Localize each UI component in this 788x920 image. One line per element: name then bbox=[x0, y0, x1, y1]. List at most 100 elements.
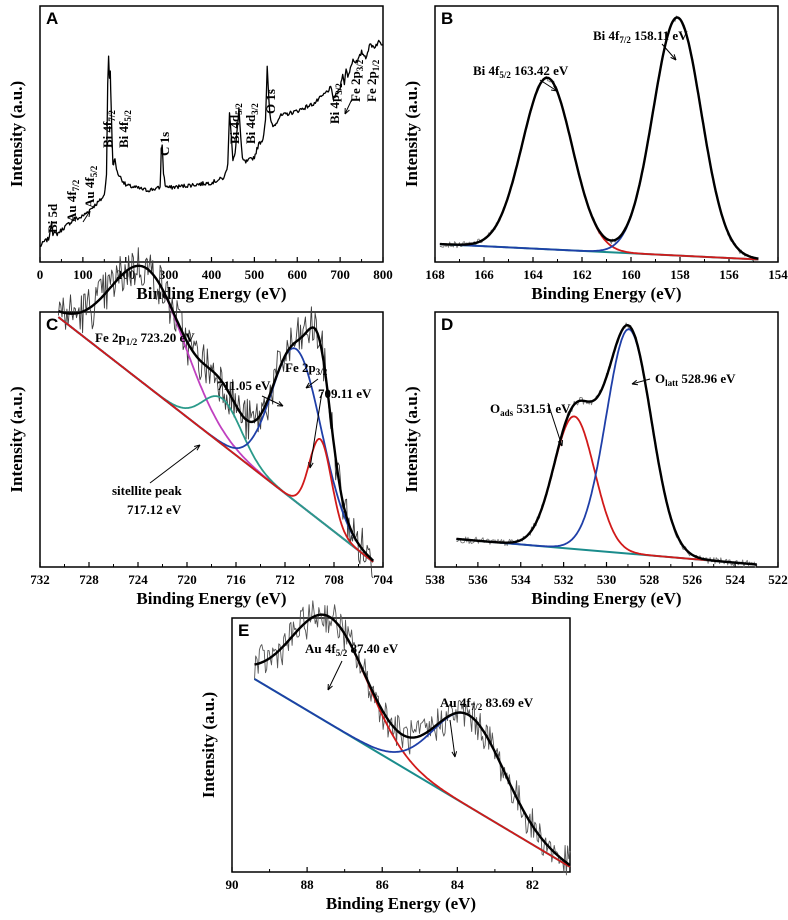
x-tick-label: 158 bbox=[670, 267, 690, 282]
x-axis-label: Binding Energy (eV) bbox=[531, 589, 681, 608]
arrow-o-ads-head bbox=[557, 439, 564, 447]
arrow-bi-4f52 bbox=[539, 79, 558, 92]
raw-spectrum-line bbox=[456, 322, 758, 569]
x-tick-label: 82 bbox=[526, 877, 539, 892]
x-tick-label: 522 bbox=[768, 572, 788, 587]
arrow-bi-4f72 bbox=[661, 43, 677, 61]
y-axis-label: Intensity (a.u.) bbox=[7, 386, 26, 492]
peak-label-c-1s: C 1s bbox=[157, 132, 172, 156]
arrow-711 bbox=[261, 395, 284, 407]
x-tick-label: 716 bbox=[226, 572, 246, 587]
y-axis-label: Intensity (a.u.) bbox=[199, 692, 218, 798]
peak-label-satellite: sitellite peak bbox=[112, 483, 182, 498]
panel-c: C 732 728 724 720 716 712 708 704 Binding Energy … bbox=[7, 247, 393, 608]
x-tick-label: 166 bbox=[474, 267, 494, 282]
x-axis-label: Binding Energy (eV) bbox=[136, 284, 286, 303]
arrow-fe-2p-survey-head bbox=[344, 107, 350, 115]
peak-label-bi-4f72: Bi 4f7/2 158.11 eV bbox=[593, 28, 688, 45]
arrow-fe-2p-survey bbox=[344, 98, 353, 115]
x-tick-label: 84 bbox=[451, 877, 465, 892]
peak-label-fe-2p32: Fe 2p3/2 bbox=[285, 360, 328, 377]
x-tick-label: 300 bbox=[159, 267, 179, 282]
plot-frame bbox=[434, 311, 779, 568]
x-tick-label: 536 bbox=[468, 572, 488, 587]
x-tick-label: 90 bbox=[226, 877, 239, 892]
peak-label-bi-4f72: Bi 4f7/2 bbox=[100, 110, 117, 148]
fit-component-o-latt bbox=[456, 328, 757, 566]
arrow-bi-4f72-head bbox=[670, 54, 677, 61]
panel-letter: B bbox=[441, 9, 453, 28]
peak-label-fe-2p12: Fe 2p1/2 723.20 eV bbox=[95, 330, 195, 347]
fit-envelope-line bbox=[439, 16, 759, 260]
panel-letter: C bbox=[46, 315, 58, 334]
x-axis-label: Binding Energy (eV) bbox=[136, 589, 286, 608]
survey-spectrum-line bbox=[39, 39, 384, 248]
panel-b: B 168 166 164 162 160 158 156 154 Binding Energy … bbox=[402, 5, 788, 303]
peak-label-bi-4p32: Bi 4p3/2 bbox=[327, 83, 344, 124]
peak-label-bi-5d: Bi 5d bbox=[45, 203, 60, 233]
x-tick-label: 704 bbox=[373, 572, 393, 587]
y-axis-label: Intensity (a.u.) bbox=[402, 386, 421, 492]
x-tick-label: 400 bbox=[202, 267, 222, 282]
x-tick-label: 524 bbox=[725, 572, 745, 587]
x-tick-label: 534 bbox=[511, 572, 531, 587]
arrow-o-latt-head bbox=[631, 379, 639, 386]
x-tick-label: 154 bbox=[768, 267, 788, 282]
plot-frame bbox=[39, 5, 384, 263]
peak-label-au-4f72: Au 4f7/2 bbox=[64, 179, 81, 222]
fit-envelope-line bbox=[254, 613, 571, 867]
raw-spectrum-line bbox=[439, 15, 759, 262]
plot-frame bbox=[434, 5, 779, 263]
x-tick-label: 86 bbox=[376, 877, 390, 892]
x-tick-label: 168 bbox=[425, 267, 445, 282]
fit-envelope-line bbox=[57, 264, 375, 562]
x-tick-label: 708 bbox=[324, 572, 344, 587]
peak-label-bi-4f52: Bi 4f5/2 163.42 eV bbox=[473, 63, 569, 80]
arrow-au-4f72-survey-head bbox=[84, 210, 91, 217]
peak-label-711: 711.05 eV bbox=[217, 378, 271, 393]
x-tick-label: 712 bbox=[275, 572, 295, 587]
peak-label-o-latt: Olatt 528.96 eV bbox=[655, 371, 736, 388]
panel-a: A 0 100 200 300 400 500 600 700 800 Binding Energy… bbox=[7, 5, 393, 303]
peak-label-bi-4f52: Bi 4f5/2 bbox=[116, 110, 133, 148]
fit-component-fe-2p3-2-709-11 bbox=[57, 316, 374, 563]
x-tick-label: 800 bbox=[373, 267, 393, 282]
y-axis-label: Intensity (a.u.) bbox=[7, 81, 26, 187]
panel-letter: D bbox=[441, 315, 453, 334]
x-tick-label: 700 bbox=[330, 267, 350, 282]
peak-label-fe-2p32: Fe 2p3/2 bbox=[348, 59, 365, 102]
peak-label-o-ads: Oads 531.51 eV bbox=[490, 401, 571, 418]
plot-frame bbox=[231, 617, 571, 873]
arrow-o-ads bbox=[547, 402, 563, 447]
panel-letter: A bbox=[46, 9, 58, 28]
fit-component-au-4f5-2 bbox=[254, 613, 571, 868]
x-tick-label: 156 bbox=[719, 267, 739, 282]
x-tick-label: 500 bbox=[245, 267, 265, 282]
peak-label-au-4f52: Au 4f5/2 bbox=[82, 165, 99, 208]
x-tick-label: 530 bbox=[597, 572, 617, 587]
x-tick-label: 720 bbox=[177, 572, 197, 587]
arrow-satellite bbox=[149, 444, 201, 484]
x-tick-label: 724 bbox=[128, 572, 148, 587]
x-tick-label: 164 bbox=[523, 267, 543, 282]
arrow-au-4f52-head bbox=[327, 683, 333, 691]
arrow-satellite-head bbox=[194, 444, 201, 451]
x-tick-label: 162 bbox=[572, 267, 592, 282]
arrow-bi-4f52-head bbox=[551, 85, 558, 92]
x-tick-label: 600 bbox=[288, 267, 308, 282]
arrow-709-head bbox=[308, 462, 314, 469]
fit-component-fe-2p1-2 bbox=[58, 264, 374, 563]
arrow-fe-2p32 bbox=[305, 378, 319, 389]
x-tick-label: 200 bbox=[116, 267, 136, 282]
x-tick-label: 100 bbox=[73, 267, 93, 282]
x-tick-label: 532 bbox=[554, 572, 574, 587]
x-tick-label: 160 bbox=[621, 267, 641, 282]
peak-label-fe-2p12: Fe 2p1/2 bbox=[364, 59, 381, 102]
fit-envelope-line bbox=[456, 324, 757, 566]
arrow-au-4f72 bbox=[449, 719, 456, 758]
arrow-711-head bbox=[276, 401, 284, 407]
y-axis-label: Intensity (a.u.) bbox=[402, 81, 421, 187]
x-tick-label: 528 bbox=[640, 572, 660, 587]
peak-label-bi-4d32: Bi 4d3/2 bbox=[243, 103, 260, 144]
peak-label-au-4f52: Au 4f5/2 87.40 eV bbox=[305, 641, 399, 658]
